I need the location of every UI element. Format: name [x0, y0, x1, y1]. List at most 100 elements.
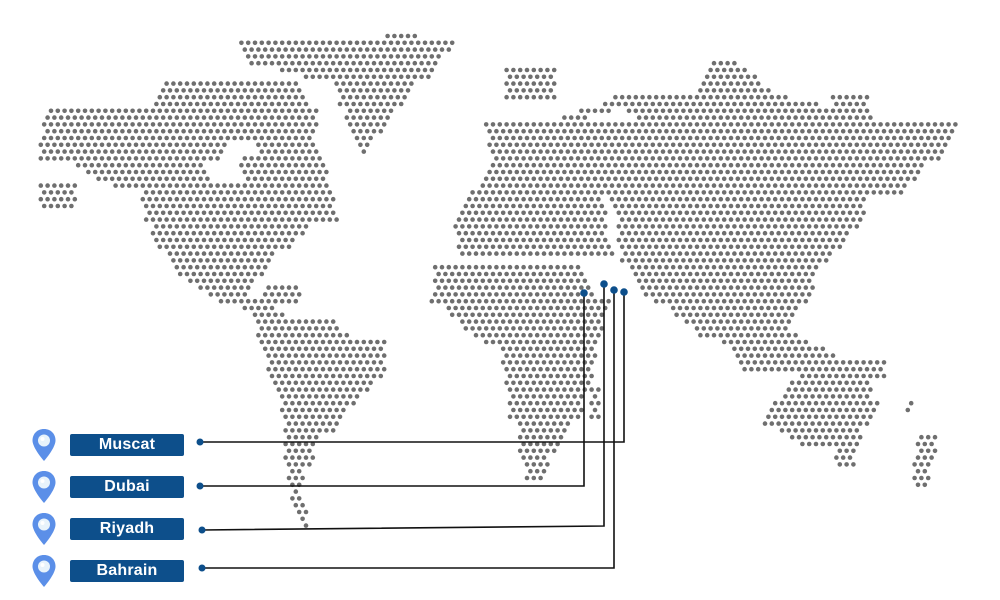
map-dot [857, 203, 863, 209]
city-label-muscat[interactable]: Muscat [70, 434, 184, 456]
map-dot [293, 149, 299, 154]
map-dot [728, 230, 734, 236]
map-dot [732, 156, 737, 161]
map-dot [334, 380, 339, 386]
map-dot [704, 278, 710, 284]
city-label-riyadh[interactable]: Riyadh [70, 518, 184, 540]
map-dot [759, 346, 764, 352]
map-dot [218, 298, 224, 304]
map-dot [293, 380, 299, 386]
map-dot [728, 149, 734, 154]
map-dot [555, 360, 560, 365]
map-dot [572, 217, 577, 222]
map-dot [708, 258, 713, 263]
map-dot [650, 142, 656, 148]
map-dot [946, 122, 951, 127]
map-dot [524, 122, 530, 127]
map-dot [317, 428, 322, 433]
map-dot [738, 156, 744, 161]
map-dot [759, 278, 764, 284]
map-dot [752, 196, 758, 202]
map-dot [579, 339, 584, 345]
legend-row-bahrain[interactable]: Bahrain [30, 555, 190, 587]
map-dot [545, 434, 550, 440]
map-dot [524, 230, 530, 236]
city-label-bahrain[interactable]: Bahrain [70, 560, 184, 582]
map-dot [742, 162, 747, 168]
map-dot [300, 462, 305, 467]
map-dot [772, 332, 778, 338]
map-dot [269, 142, 275, 148]
map-dot [735, 298, 741, 304]
legend-row-dubai[interactable]: Dubai [30, 471, 190, 503]
map-dot [789, 135, 795, 141]
map-dot [371, 128, 377, 134]
map-dot [364, 346, 370, 352]
map-dot [109, 122, 115, 127]
map-dot [188, 237, 193, 243]
map-dot [681, 271, 686, 277]
map-dot [844, 94, 849, 100]
city-marker-bahrain[interactable] [610, 286, 618, 294]
map-dot [300, 448, 305, 454]
map-dot [783, 108, 788, 114]
map-dot [477, 203, 482, 209]
legend-row-riyadh[interactable]: Riyadh [30, 513, 190, 545]
legend-row-muscat[interactable]: Muscat [30, 429, 190, 461]
map-dot [303, 509, 309, 515]
map-dot [385, 115, 390, 120]
map-dot [310, 332, 316, 338]
map-dot [41, 149, 47, 154]
map-dot [562, 224, 567, 229]
map-dot [905, 176, 911, 182]
city-marker-riyadh[interactable] [600, 280, 608, 288]
map-dot [534, 74, 540, 80]
map-dot [500, 305, 506, 311]
map-dot [735, 67, 741, 73]
map-dot [167, 169, 173, 175]
map-dot [409, 81, 414, 86]
map-dot [426, 47, 431, 52]
map-dot [548, 88, 554, 93]
map-dot [687, 108, 693, 114]
map-dot [789, 421, 795, 426]
map-dot [732, 128, 737, 134]
map-dot [239, 244, 244, 250]
map-dot [752, 278, 758, 284]
map-dot [623, 128, 628, 134]
map-dot [766, 237, 771, 243]
map-dot [279, 298, 285, 304]
map-dot [215, 278, 220, 284]
map-dot [293, 489, 299, 494]
map-dot [708, 135, 713, 141]
map-dot [517, 94, 523, 100]
map-dot [762, 421, 768, 426]
map-dot [521, 74, 526, 80]
map-dot [327, 339, 333, 345]
map-dot [606, 176, 611, 182]
map-dot [735, 244, 741, 250]
map-dot [296, 373, 302, 379]
map-dot [290, 60, 295, 66]
map-dot [262, 88, 268, 93]
map-dot [626, 217, 632, 222]
map-dot [585, 298, 591, 304]
map-dot [313, 162, 319, 168]
map-dot [708, 122, 713, 127]
map-dot [752, 346, 758, 352]
city-marker-dubai[interactable] [580, 289, 588, 297]
map-dot [779, 169, 785, 175]
city-marker-muscat[interactable] [620, 288, 628, 296]
map-dot [762, 135, 768, 141]
map-dot [834, 115, 839, 120]
city-label-dubai[interactable]: Dubai [70, 476, 184, 498]
map-dot [582, 210, 588, 216]
map-dot [330, 360, 336, 365]
map-dot [851, 217, 856, 222]
map-dot [69, 203, 74, 209]
map-dot [851, 162, 856, 168]
map-dot [320, 394, 326, 399]
map-dot [453, 305, 458, 311]
map-dot [711, 332, 717, 338]
map-dot [834, 128, 839, 134]
